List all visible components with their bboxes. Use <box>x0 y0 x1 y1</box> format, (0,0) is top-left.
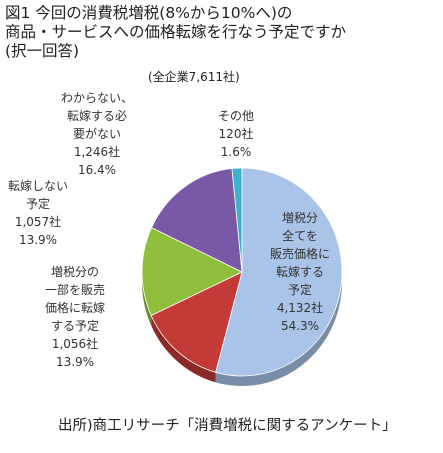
slice-count: 120社 <box>219 126 254 141</box>
slice-label-text: する予定 <box>51 318 99 333</box>
pie-slice-2 <box>150 271 243 373</box>
pie-slice-3 <box>141 227 243 317</box>
slice-percent: 1.6% <box>221 145 252 159</box>
slice-label-text: 予定 <box>26 196 50 211</box>
pie-slice-side-2 <box>151 315 216 383</box>
pie-slice-side-3 <box>142 272 152 326</box>
slice-label-text: 増税分 <box>282 211 318 225</box>
title-line-1: 図1 今回の消費税増税(8%から10%へ)の <box>5 4 293 22</box>
chart-subtitle: (全企業7,611社) <box>148 70 240 84</box>
slice-label-text: 価格に転嫁 <box>45 300 105 315</box>
slice-percent: 13.9% <box>19 233 57 247</box>
pie-slice-5 <box>231 167 243 273</box>
title-line-2: 商品・サービスへの価格転嫁を行なう予定ですか <box>5 23 347 41</box>
pie-slice-side-1 <box>215 272 342 386</box>
title-line-3: (択一回答) <box>5 42 80 60</box>
slice-count: 4,132社 <box>277 300 323 315</box>
source-note: 出所)商工リサーチ「消費増税に関するアンケート」 <box>58 418 397 434</box>
slice-label-text: 転嫁する <box>276 264 324 279</box>
pie-slice-1 <box>215 167 343 377</box>
slice-percent: 54.3% <box>281 319 319 333</box>
slice-count: 1,057社 <box>15 214 61 229</box>
slice-percent: 13.9% <box>56 355 94 369</box>
chart-title: 図1 今回の消費税増税(8%から10%へ)の 商品・サービスへの価格転嫁を行なう… <box>5 4 439 61</box>
slice-label-5: その他 120社 1.6% <box>218 109 254 159</box>
slice-label-text: 全てを <box>282 228 318 243</box>
slice-label-text: 要がない <box>73 126 121 141</box>
slice-label-text: わからない、 <box>61 91 133 105</box>
slice-count: 1,056社 <box>52 336 98 351</box>
pie-slice-4 <box>151 168 243 273</box>
slice-label-text: 転嫁する必 <box>67 108 127 123</box>
slice-percent: 16.4% <box>78 163 116 177</box>
slice-label-text: 転嫁しない <box>8 178 68 193</box>
slice-label-text: その他 <box>218 109 254 123</box>
slice-label-text: 販売価格に <box>270 246 330 261</box>
slice-label-text: 予定 <box>288 282 312 297</box>
slice-count: 1,246社 <box>74 144 120 159</box>
slice-label-text: 一部を販売 <box>45 282 105 297</box>
slice-label-text: 増税分の <box>51 265 99 279</box>
